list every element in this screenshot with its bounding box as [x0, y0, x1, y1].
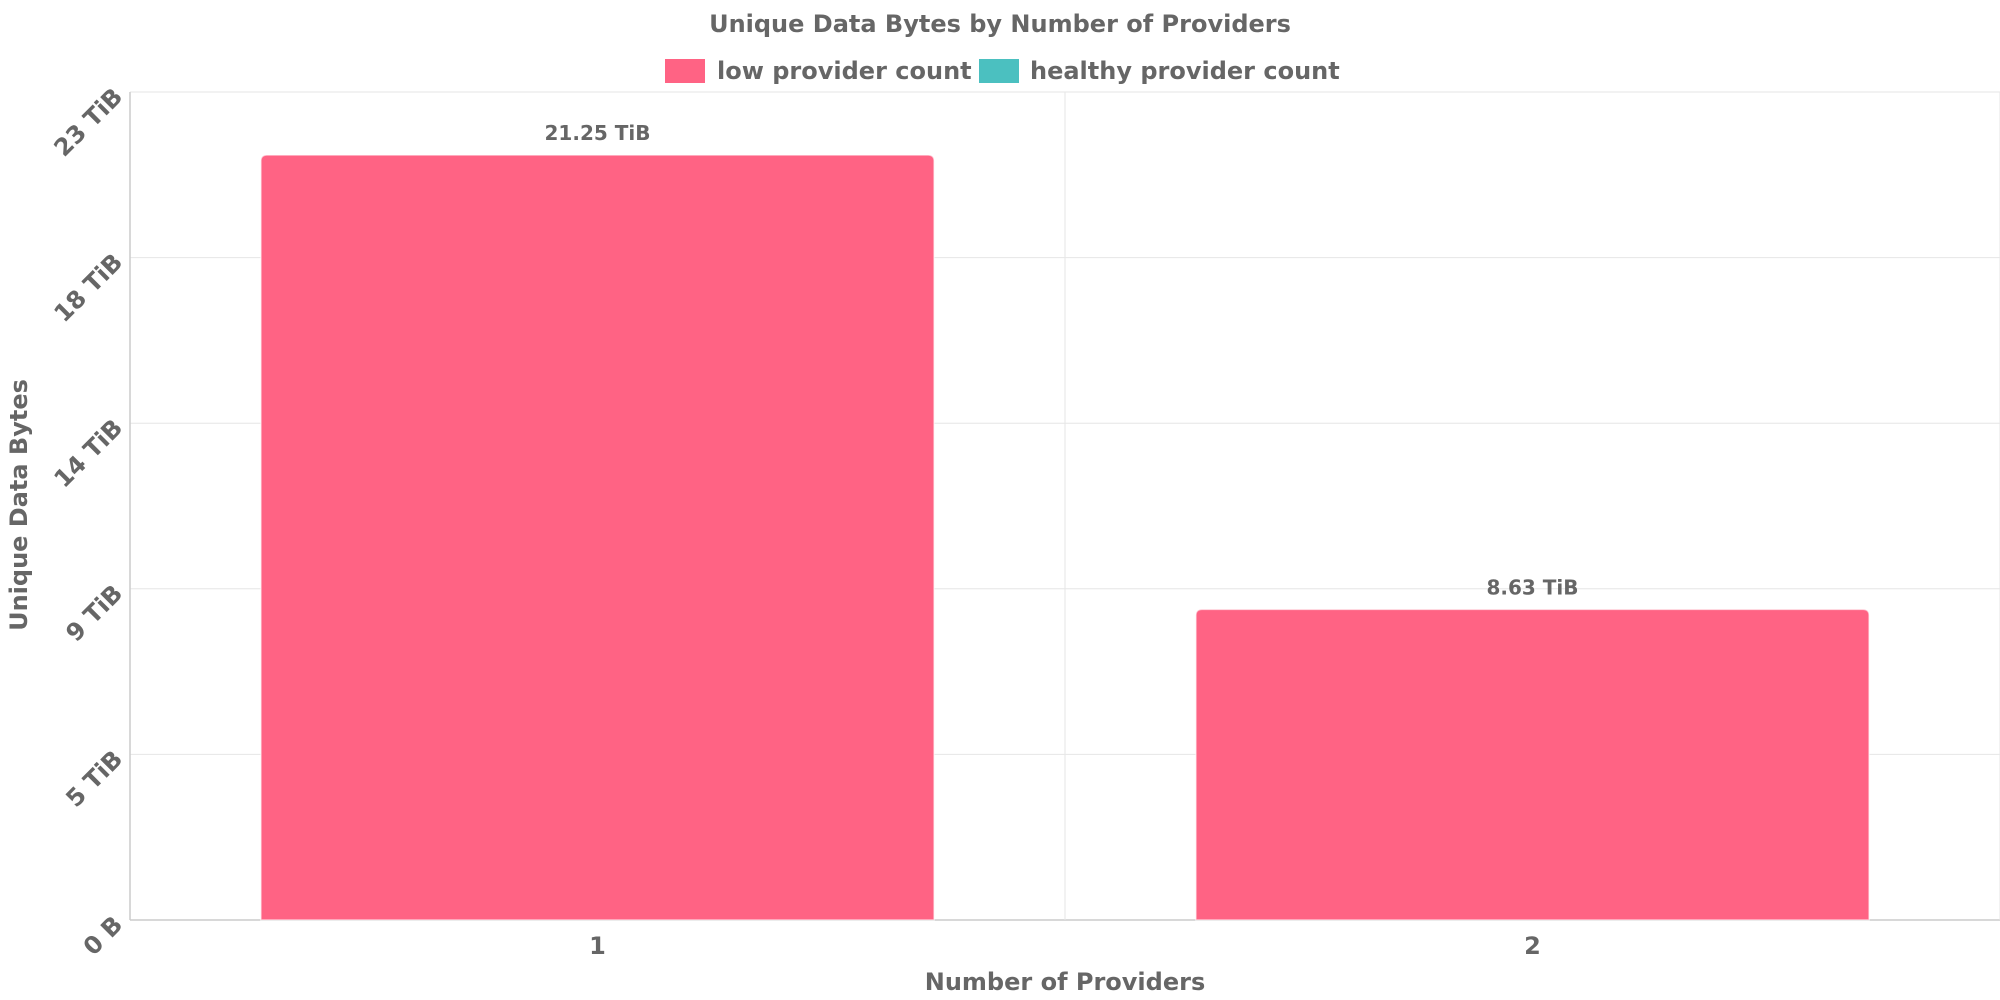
legend-label-0[interactable]: low provider count: [717, 57, 972, 85]
bar-2[interactable]: [1195, 608, 1870, 921]
x-tick-label: 1: [589, 932, 606, 960]
legend: low provider count healthy provider count: [665, 57, 1340, 85]
chart-title: Unique Data Bytes by Number of Providers: [709, 10, 1291, 38]
legend-swatch-0[interactable]: [665, 59, 705, 83]
legend-label-1[interactable]: healthy provider count: [1030, 57, 1340, 85]
x-axis-title: Number of Providers: [925, 968, 1205, 996]
legend-swatch-1[interactable]: [979, 59, 1019, 83]
data-labels: 21.25 TiB 8.63 TiB: [545, 121, 1579, 599]
y-axis-title: Unique Data Bytes: [5, 379, 33, 631]
bar-1[interactable]: [260, 154, 935, 921]
data-label-1: 21.25 TiB: [545, 121, 651, 145]
x-tick-label: 2: [1524, 932, 1541, 960]
bars: [260, 154, 1870, 921]
data-label-2: 8.63 TiB: [1486, 575, 1578, 599]
